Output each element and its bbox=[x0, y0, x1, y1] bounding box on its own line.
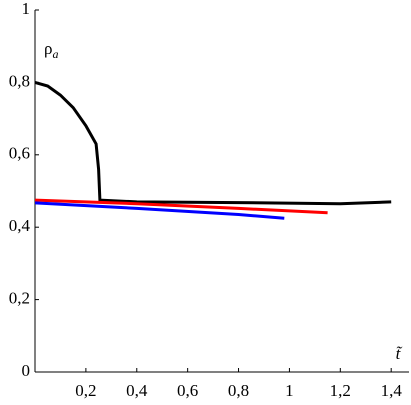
y-tick-label: 0,8 bbox=[9, 71, 30, 90]
x-tick-label: 0,4 bbox=[126, 381, 148, 400]
series-line bbox=[34, 80, 392, 206]
series-line bbox=[34, 198, 328, 215]
y-tick-label: 0,6 bbox=[9, 144, 30, 163]
x-label: t̃ bbox=[396, 344, 403, 363]
x-tick-label: 0,8 bbox=[228, 381, 249, 400]
y-tick-label: 0,2 bbox=[9, 289, 30, 308]
y-label: ρa bbox=[44, 39, 58, 61]
y-tick-label: 0 bbox=[22, 361, 31, 380]
x-tick-label: 0,2 bbox=[75, 381, 96, 400]
x-tick-label: 1 bbox=[285, 381, 294, 400]
x-tick-label: 1,2 bbox=[330, 381, 351, 400]
series-line bbox=[34, 201, 285, 220]
x-tick-label: 1,4 bbox=[381, 381, 403, 400]
y-tick-label: 1 bbox=[22, 0, 31, 18]
x-tick-label: 0,6 bbox=[177, 381, 198, 400]
y-label-subscript: a bbox=[52, 47, 58, 61]
y-label-main: ρ bbox=[44, 39, 52, 58]
y-tick-label: 0,4 bbox=[9, 216, 31, 235]
